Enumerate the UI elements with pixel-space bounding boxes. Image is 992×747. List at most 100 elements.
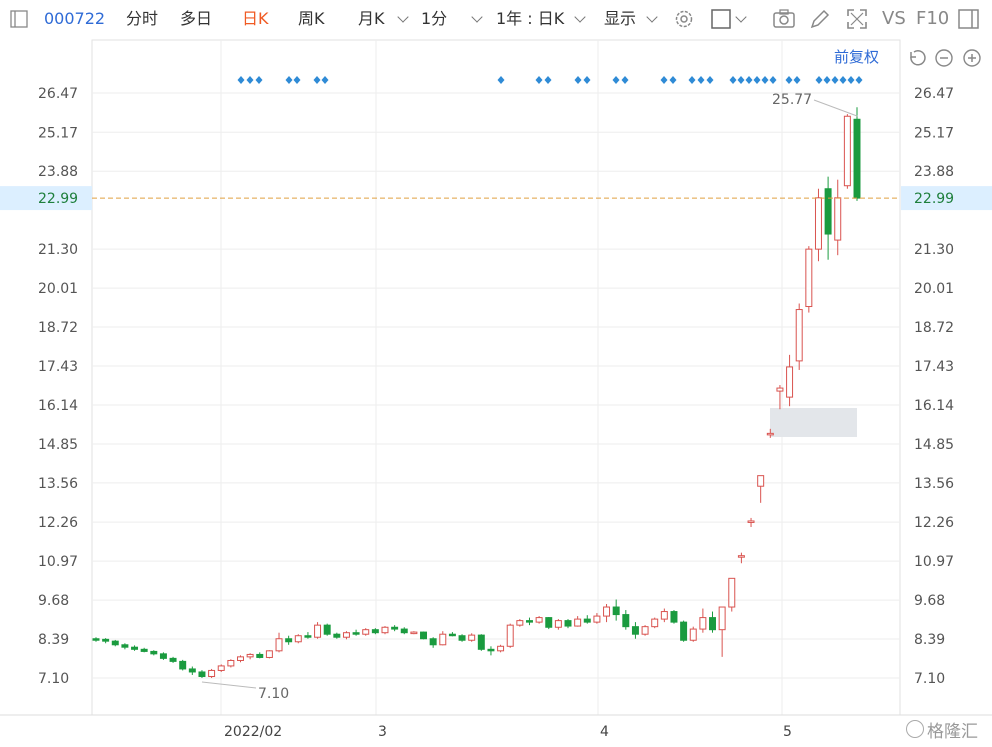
candle-body [410,631,418,635]
candle-body [631,626,639,635]
y-tick-label: 9.68 [38,593,69,609]
candle-body [651,618,659,628]
candle-body [150,650,158,655]
f10-button[interactable]: F10 [916,8,950,29]
signal-marker [855,76,863,84]
signal-marker [793,76,801,84]
candle-body [285,638,293,643]
y-tick-label: 13.56 [914,476,954,492]
signal-marker [669,76,677,84]
candle-body [439,633,447,646]
candle-body [102,638,110,642]
y-tick-label: 18.72 [38,320,78,336]
candle-body [766,432,774,436]
candle-body [641,626,649,635]
candle-body [468,634,476,641]
signal-marker [583,76,591,84]
y-tick-label: 26.47 [914,86,954,102]
signal-marker [769,76,777,84]
signal-marker [660,76,668,84]
candle-body [371,629,379,634]
y-tick-label: 25.17 [914,125,954,141]
zoom-in-icon[interactable] [962,48,982,72]
tab-minute[interactable]: 1分 [421,9,448,28]
y-tick-label: 13.56 [38,476,78,492]
signal-marker [293,76,301,84]
y-tick-label: 14.85 [38,437,78,453]
signal-marker [574,76,582,84]
signal-markers [237,76,863,84]
signal-marker [839,76,847,84]
signal-marker [737,76,745,84]
candle-body [670,611,678,623]
candle-body [246,653,254,658]
low-annotation: 7.10 [258,686,289,702]
y-tick-label: 8.39 [38,632,69,648]
candle-body [179,660,187,670]
current-price-line: 22.99 22.99 [0,186,992,211]
candle-body [824,188,832,235]
candle-body [660,611,668,620]
x-tick-label: 4 [600,724,609,740]
panel-icon[interactable] [958,8,980,30]
fullscreen-icon[interactable] [846,8,868,30]
chart-toolbar: 000722 分时 多日 日K 周K 月K 1分 1年 : 日K 显示 VS F… [0,0,992,38]
y-axis-left: 26.47 25.17 23.88 22.99 21.30 20.01 18.72 17.43… [38,86,78,687]
zoom-out-icon[interactable] [934,48,954,72]
candle-body [554,620,562,628]
candle-body [593,615,601,623]
y-axis-right: 26.47 25.17 23.88 22.99 21.30 20.01 18.72 17.43… [914,86,954,687]
y-tick-label: 23.88 [914,164,954,180]
high-annotation: 25.77 [772,92,812,108]
sidebar-toggle-icon[interactable] [10,10,28,28]
candle-body [429,638,437,646]
tab-intraday[interactable]: 分时 [126,9,159,28]
camera-icon[interactable] [772,8,795,30]
candle-body [294,635,302,643]
signal-marker [285,76,293,84]
candle-body [709,617,716,631]
low-annotation-line [201,681,257,689]
candle-body [275,638,283,652]
tab-daily-k[interactable]: 日K [242,9,269,28]
range-select[interactable]: 1年 : 日K [496,9,565,28]
checkbox-icon[interactable] [711,8,733,30]
tab-weekly-k[interactable]: 周K [298,9,325,28]
candle-body [314,624,322,638]
y-tick-label: 16.14 [914,398,954,414]
y-tick-label: 9.68 [914,593,945,609]
candle-body [323,624,331,635]
candle-body [362,629,370,635]
display-menu[interactable]: 显示 [604,9,637,28]
chart-grid [0,39,992,716]
y-tick-label: 14.85 [914,437,954,453]
y-tick-label: 17.43 [914,359,954,375]
candle-body [140,648,148,652]
candle-body [227,659,235,667]
y-tick-label: 21.30 [38,242,78,258]
candle-body [757,475,765,487]
current-price-tag-right [901,186,992,211]
adjust-select[interactable]: 前复权 [834,48,880,66]
pencil-icon[interactable] [809,8,831,30]
candle-body [304,635,312,638]
plot-area [91,39,901,716]
candle-body [121,644,129,648]
y-tick-label: 21.30 [914,242,954,258]
settings-icon[interactable] [673,8,695,30]
y-tick-label: 7.10 [38,671,69,687]
tab-monthly-k[interactable]: 月K [358,9,385,28]
current-price-label: 22.99 [38,191,78,207]
vs-button[interactable]: VS [882,8,906,29]
candle-body [497,645,505,652]
candle-body [420,631,428,640]
signal-marker [535,76,543,84]
candle-body [728,577,736,608]
y-tick-label: 18.72 [914,320,954,336]
y-tick-label: 17.43 [38,359,78,375]
tab-multi-day[interactable]: 多日 [180,9,213,28]
undo-icon[interactable] [906,48,926,72]
candle-body [381,626,389,634]
y-tick-label: 10.97 [38,554,78,570]
candle-body [834,197,842,241]
